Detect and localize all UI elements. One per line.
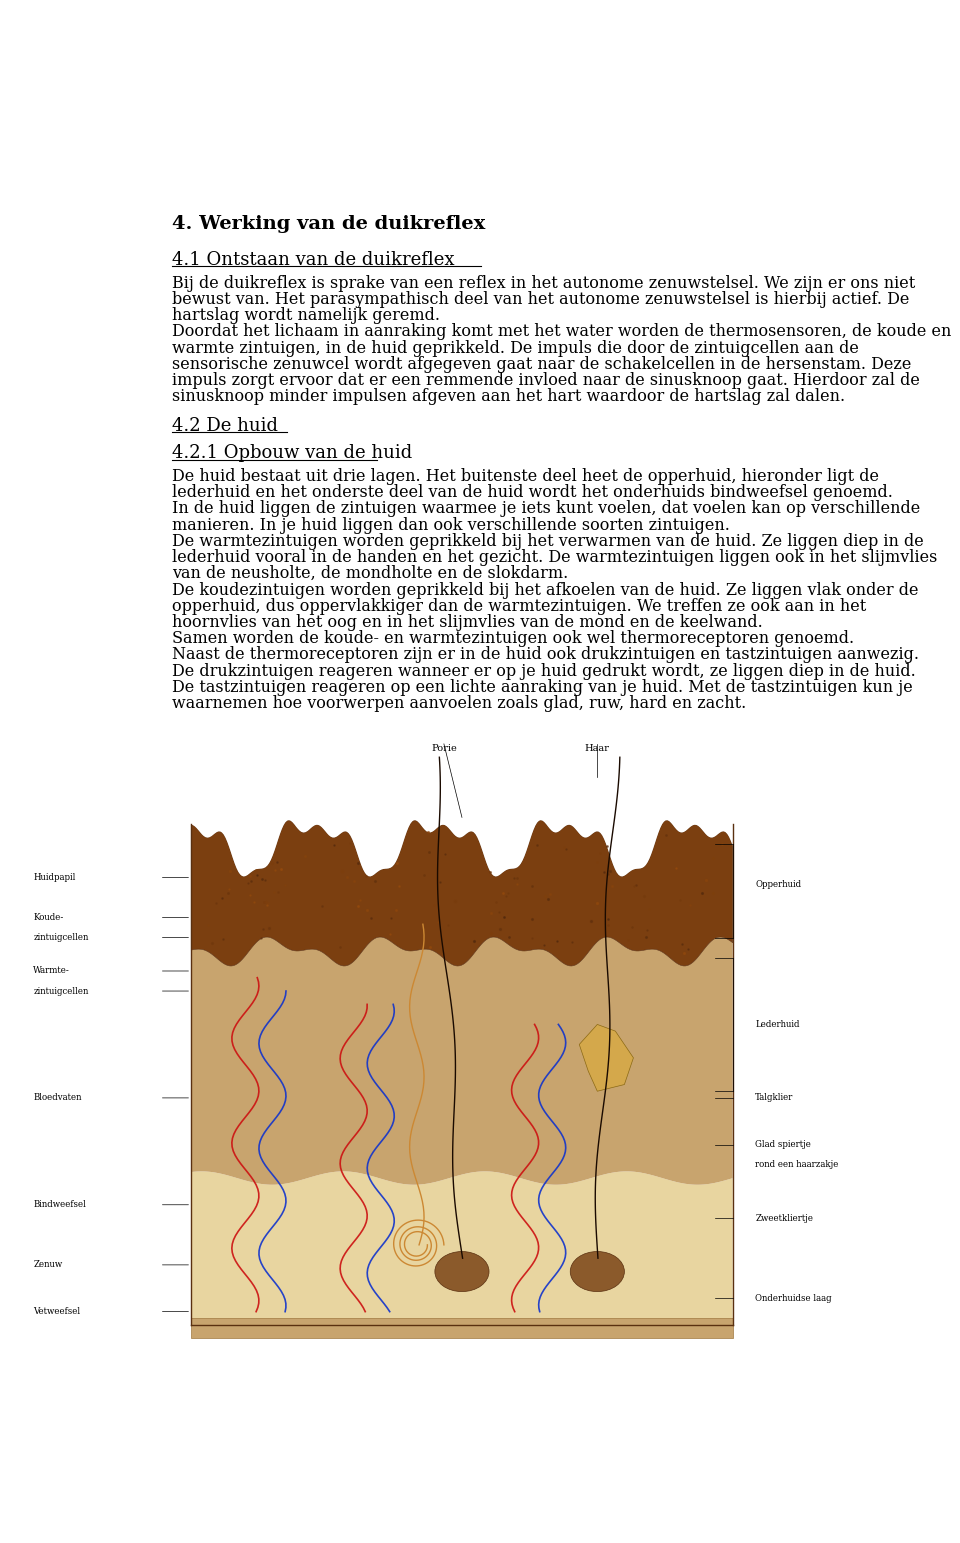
Text: warmte zintuigen, in de huid geprikkeld. De impuls die door de zintuigcellen aan: warmte zintuigen, in de huid geprikkeld.… bbox=[172, 339, 859, 356]
Text: December 2009: December 2009 bbox=[172, 1349, 273, 1361]
Text: lederhuid en het onderste deel van de huid wordt het onderhuids bindweefsel geno: lederhuid en het onderste deel van de hu… bbox=[172, 485, 893, 501]
Polygon shape bbox=[191, 821, 732, 966]
Text: 4.1 Ontstaan van de duikreflex: 4.1 Ontstaan van de duikreflex bbox=[172, 252, 455, 268]
Text: De huid bestaat uit drie lagen. Het buitenste deel heet de opperhuid, hieronder : De huid bestaat uit drie lagen. Het buit… bbox=[172, 468, 879, 485]
Text: Opperhuid: Opperhuid bbox=[756, 880, 802, 889]
Polygon shape bbox=[579, 1025, 634, 1091]
Text: rond een haarzakje: rond een haarzakje bbox=[756, 1160, 839, 1170]
Text: Zweetkliertje: Zweetkliertje bbox=[756, 1214, 813, 1222]
Text: Koude-: Koude- bbox=[34, 913, 63, 923]
Text: sinusknoop minder impulsen afgeven aan het hart waardoor de hartslag zal dalen.: sinusknoop minder impulsen afgeven aan h… bbox=[172, 389, 845, 406]
Text: Lederhuid: Lederhuid bbox=[756, 1020, 800, 1029]
Polygon shape bbox=[191, 937, 732, 1185]
Text: Naast de thermoreceptoren zijn er in de huid ook drukzintuigen en tastzintuigen : Naast de thermoreceptoren zijn er in de … bbox=[172, 647, 919, 663]
Text: Porie: Porie bbox=[431, 744, 457, 753]
Text: Bloedvaten: Bloedvaten bbox=[34, 1094, 82, 1102]
FancyBboxPatch shape bbox=[513, 1211, 806, 1256]
Text: manieren. In je huid liggen dan ook verschillende soorten zintuigen.: manieren. In je huid liggen dan ook vers… bbox=[172, 517, 730, 534]
Text: bewust van. Het parasympathisch deel van het autonome zenuwstelsel is hierbij ac: bewust van. Het parasympathisch deel van… bbox=[172, 292, 909, 309]
Text: De duikreflex: De duikreflex bbox=[172, 1318, 257, 1330]
Text: Samen worden de koude- en warmtezintuigen ook wel thermoreceptoren genoemd.: Samen worden de koude- en warmtezintuige… bbox=[172, 630, 854, 647]
Circle shape bbox=[570, 1251, 624, 1291]
Text: hartslag wordt namelijk geremd.: hartslag wordt namelijk geremd. bbox=[172, 307, 440, 324]
Text: Doordat het lichaam in aanraking komt met het water worden de thermosensoren, de: Doordat het lichaam in aanraking komt me… bbox=[172, 324, 951, 341]
Text: impuls zorgt ervoor dat er een remmende invloed naar de sinusknoop gaat. Hierdoo: impuls zorgt ervoor dat er een remmende … bbox=[172, 372, 920, 389]
Circle shape bbox=[435, 1251, 489, 1291]
Text: 4.2 De huid: 4.2 De huid bbox=[172, 417, 278, 435]
Text: De tastzintuigen reageren op een lichte aanraking van je huid. Met de tastzintui: De tastzintuigen reageren op een lichte … bbox=[172, 679, 913, 696]
Text: van de neusholte, de mondholte en de slokdarm.: van de neusholte, de mondholte en de slo… bbox=[172, 565, 568, 582]
Text: waarnemen hoe voorwerpen aanvoelen zoals glad, ruw, hard en zacht.: waarnemen hoe voorwerpen aanvoelen zoals… bbox=[172, 696, 746, 713]
Text: De warmtezintuigen worden geprikkeld bij het verwarmen van de huid. Ze liggen di: De warmtezintuigen worden geprikkeld bij… bbox=[172, 532, 924, 549]
Text: zintuigcellen: zintuigcellen bbox=[34, 934, 88, 943]
Text: 4.2.1 Opbouw van de huid: 4.2.1 Opbouw van de huid bbox=[172, 444, 413, 463]
Text: Bron 5: Opbouw van de huid: Bron 5: Opbouw van de huid bbox=[564, 1227, 756, 1241]
Text: hoornvlies van het oog en in het slijmvlies van de mond en de keelwand.: hoornvlies van het oog en in het slijmvl… bbox=[172, 614, 763, 631]
Text: Zenuw: Zenuw bbox=[34, 1261, 62, 1270]
Text: In de huid liggen de zintuigen waarmee je iets kunt voelen, dat voelen kan op ve: In de huid liggen de zintuigen waarmee j… bbox=[172, 500, 921, 517]
Text: Bindweefsel: Bindweefsel bbox=[34, 1200, 86, 1210]
Text: Huidpapil: Huidpapil bbox=[34, 873, 76, 883]
Text: Warmte-: Warmte- bbox=[34, 966, 70, 975]
Text: Bij de duikreflex is sprake van een reflex in het autonome zenuwstelsel. We zijn: Bij de duikreflex is sprake van een refl… bbox=[172, 275, 915, 292]
Text: opperhuid, dus oppervlakkiger dan de warmtezintuigen. We treffen ze ook aan in h: opperhuid, dus oppervlakkiger dan de war… bbox=[172, 597, 866, 614]
Polygon shape bbox=[191, 1171, 732, 1325]
Text: Onderhuidse laag: Onderhuidse laag bbox=[756, 1293, 832, 1302]
Text: De drukzintuigen reageren wanneer er op je huid gedrukt wordt, ze liggen diep in: De drukzintuigen reageren wanneer er op … bbox=[172, 662, 916, 680]
Text: sensorische zenuwcel wordt afgegeven gaat naar de schakelcellen in de hersenstam: sensorische zenuwcel wordt afgegeven gaa… bbox=[172, 356, 911, 373]
Polygon shape bbox=[191, 724, 732, 876]
Text: De koudezintuigen worden geprikkeld bij het afkoelen van de huid. Ze liggen vlak: De koudezintuigen worden geprikkeld bij … bbox=[172, 582, 919, 599]
Bar bbox=[191, 1318, 732, 1338]
Text: Haar: Haar bbox=[585, 744, 610, 753]
Text: Glad spiertje: Glad spiertje bbox=[756, 1140, 811, 1150]
Text: 13: 13 bbox=[791, 1319, 812, 1336]
Text: Vetweefsel: Vetweefsel bbox=[34, 1307, 81, 1316]
Text: lederhuid vooral in de handen en het gezicht. De warmtezintuigen liggen ook in h: lederhuid vooral in de handen en het gez… bbox=[172, 549, 938, 566]
Text: 4. Werking van de duikreflex: 4. Werking van de duikreflex bbox=[172, 214, 486, 233]
Text: zintuigcellen: zintuigcellen bbox=[34, 986, 88, 995]
Text: Talgklier: Talgklier bbox=[756, 1094, 794, 1102]
Text: Profielwerkstuk van Jolieke van Welie en Roosmarijn van der Bilt: Profielwerkstuk van Jolieke van Welie en… bbox=[172, 1333, 585, 1345]
